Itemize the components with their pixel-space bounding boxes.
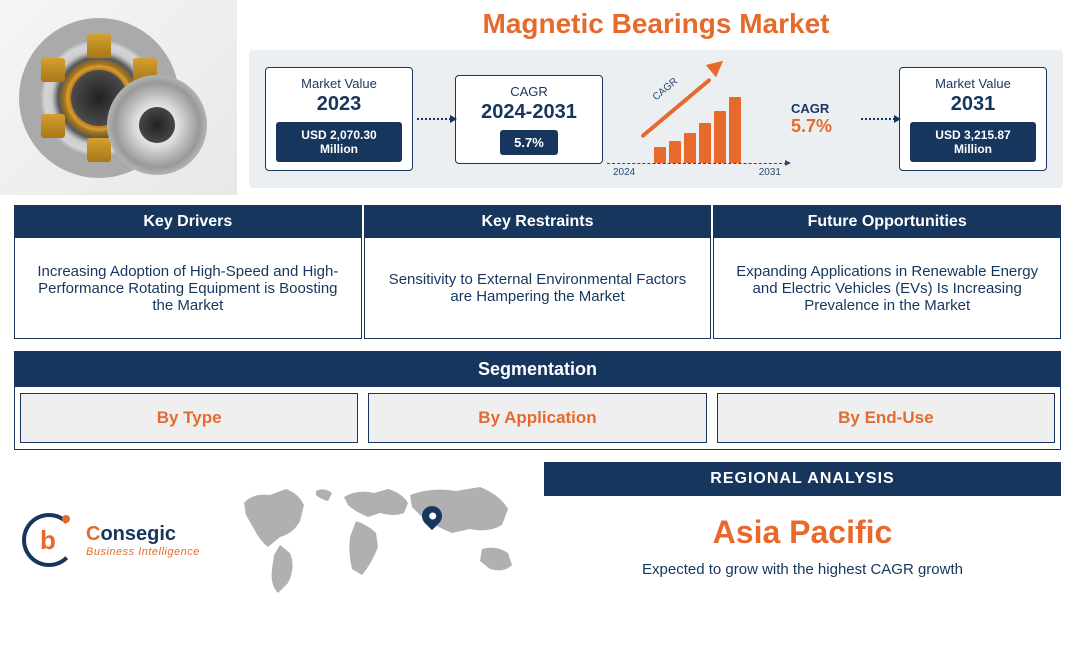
segmentation-header: Segmentation [15, 352, 1060, 387]
segmentation-cell: By Type [20, 393, 358, 443]
cagr-growth-chart: CAGR 2024 2031 [607, 60, 787, 178]
header-right: Magnetic Bearings Market Market Value 20… [237, 0, 1075, 195]
region-panel: REGIONAL ANALYSIS Asia Pacific Expected … [544, 462, 1061, 618]
region-body: Asia Pacific Expected to grow with the h… [544, 496, 1061, 596]
metric-cagr-card: CAGR 2024-2031 5.7% [455, 75, 603, 164]
metric-end-value: USD 3,215.87 Million [910, 122, 1036, 162]
logo-word1b: onsegic [100, 523, 176, 545]
bottom-row: b Consegic Business Intelligence REGIONA… [0, 456, 1075, 628]
world-map-svg [224, 475, 544, 605]
cagr-side-label: CAGR 5.7% [791, 101, 851, 137]
factor-header: Future Opportunities [714, 206, 1060, 238]
dotted-arrow-icon [861, 118, 895, 120]
logo-word2: Business Intelligence [86, 546, 200, 558]
top-row: Magnetic Bearings Market Market Value 20… [0, 0, 1075, 195]
region-caption: Expected to grow with the highest CAGR g… [554, 561, 1051, 578]
axis-line [607, 163, 787, 164]
factor-header: Key Restraints [365, 206, 711, 238]
cagr-bar [714, 111, 726, 163]
segmentation-row: By TypeBy ApplicationBy End-Use [15, 387, 1060, 449]
factor-body: Sensitivity to External Environmental Fa… [365, 238, 711, 338]
metric-start-label: Market Value [276, 76, 402, 91]
metric-end-year: 2031 [910, 93, 1036, 116]
region-header: REGIONAL ANALYSIS [544, 462, 1061, 496]
metric-end-label: Market Value [910, 76, 1036, 91]
factors-row: Key DriversIncreasing Adoption of High-S… [0, 195, 1075, 345]
cagr-side-value: 5.7% [791, 116, 851, 137]
product-photo [0, 0, 237, 195]
region-name: Asia Pacific [554, 514, 1051, 551]
page-title: Magnetic Bearings Market [249, 8, 1063, 40]
metric-start-year: 2023 [276, 93, 402, 116]
segmentation-panel: Segmentation By TypeBy ApplicationBy End… [14, 351, 1061, 450]
map-pin-icon [422, 506, 442, 526]
dotted-arrow-icon [417, 118, 451, 120]
factor-body: Increasing Adoption of High-Speed and Hi… [15, 238, 361, 338]
segmentation-cell: By Application [368, 393, 706, 443]
metric-cagr-value: 5.7% [500, 130, 558, 155]
cagr-side-text: CAGR [791, 101, 851, 116]
logo-text: Consegic Business Intelligence [86, 523, 200, 558]
factor-body: Expanding Applications in Renewable Ener… [714, 238, 1060, 338]
metric-end-card: Market Value 2031 USD 3,215.87 Million [899, 67, 1047, 171]
metric-start-value: USD 2,070.30 Million [276, 122, 402, 162]
cagr-bar [669, 141, 681, 163]
metric-cagr-label: CAGR [466, 84, 592, 99]
metrics-band: Market Value 2023 USD 2,070.30 Million C… [249, 50, 1063, 188]
factor-card: Future OpportunitiesExpanding Applicatio… [713, 205, 1061, 339]
axis-start-year: 2024 [613, 167, 635, 178]
factor-header: Key Drivers [15, 206, 361, 238]
logo-mark-icon: b [22, 513, 76, 567]
logo-word1a: C [86, 523, 100, 545]
metric-cagr-period: 2024-2031 [466, 101, 592, 124]
segmentation-cell: By End-Use [717, 393, 1055, 443]
cylinder-illustration [107, 75, 207, 175]
factor-card: Key DriversIncreasing Adoption of High-S… [14, 205, 362, 339]
axis-end-year: 2031 [759, 167, 781, 178]
metric-start-card: Market Value 2023 USD 2,070.30 Million [265, 67, 413, 171]
factor-card: Key RestraintsSensitivity to External En… [364, 205, 712, 339]
world-map [224, 462, 544, 618]
cagr-bar [654, 147, 666, 163]
curve-label: CAGR [651, 76, 680, 103]
axis-labels: 2024 2031 [607, 167, 787, 178]
company-logo: b Consegic Business Intelligence [14, 462, 224, 618]
cagr-bar [729, 97, 741, 163]
growth-arrow-icon: CAGR [635, 62, 715, 142]
